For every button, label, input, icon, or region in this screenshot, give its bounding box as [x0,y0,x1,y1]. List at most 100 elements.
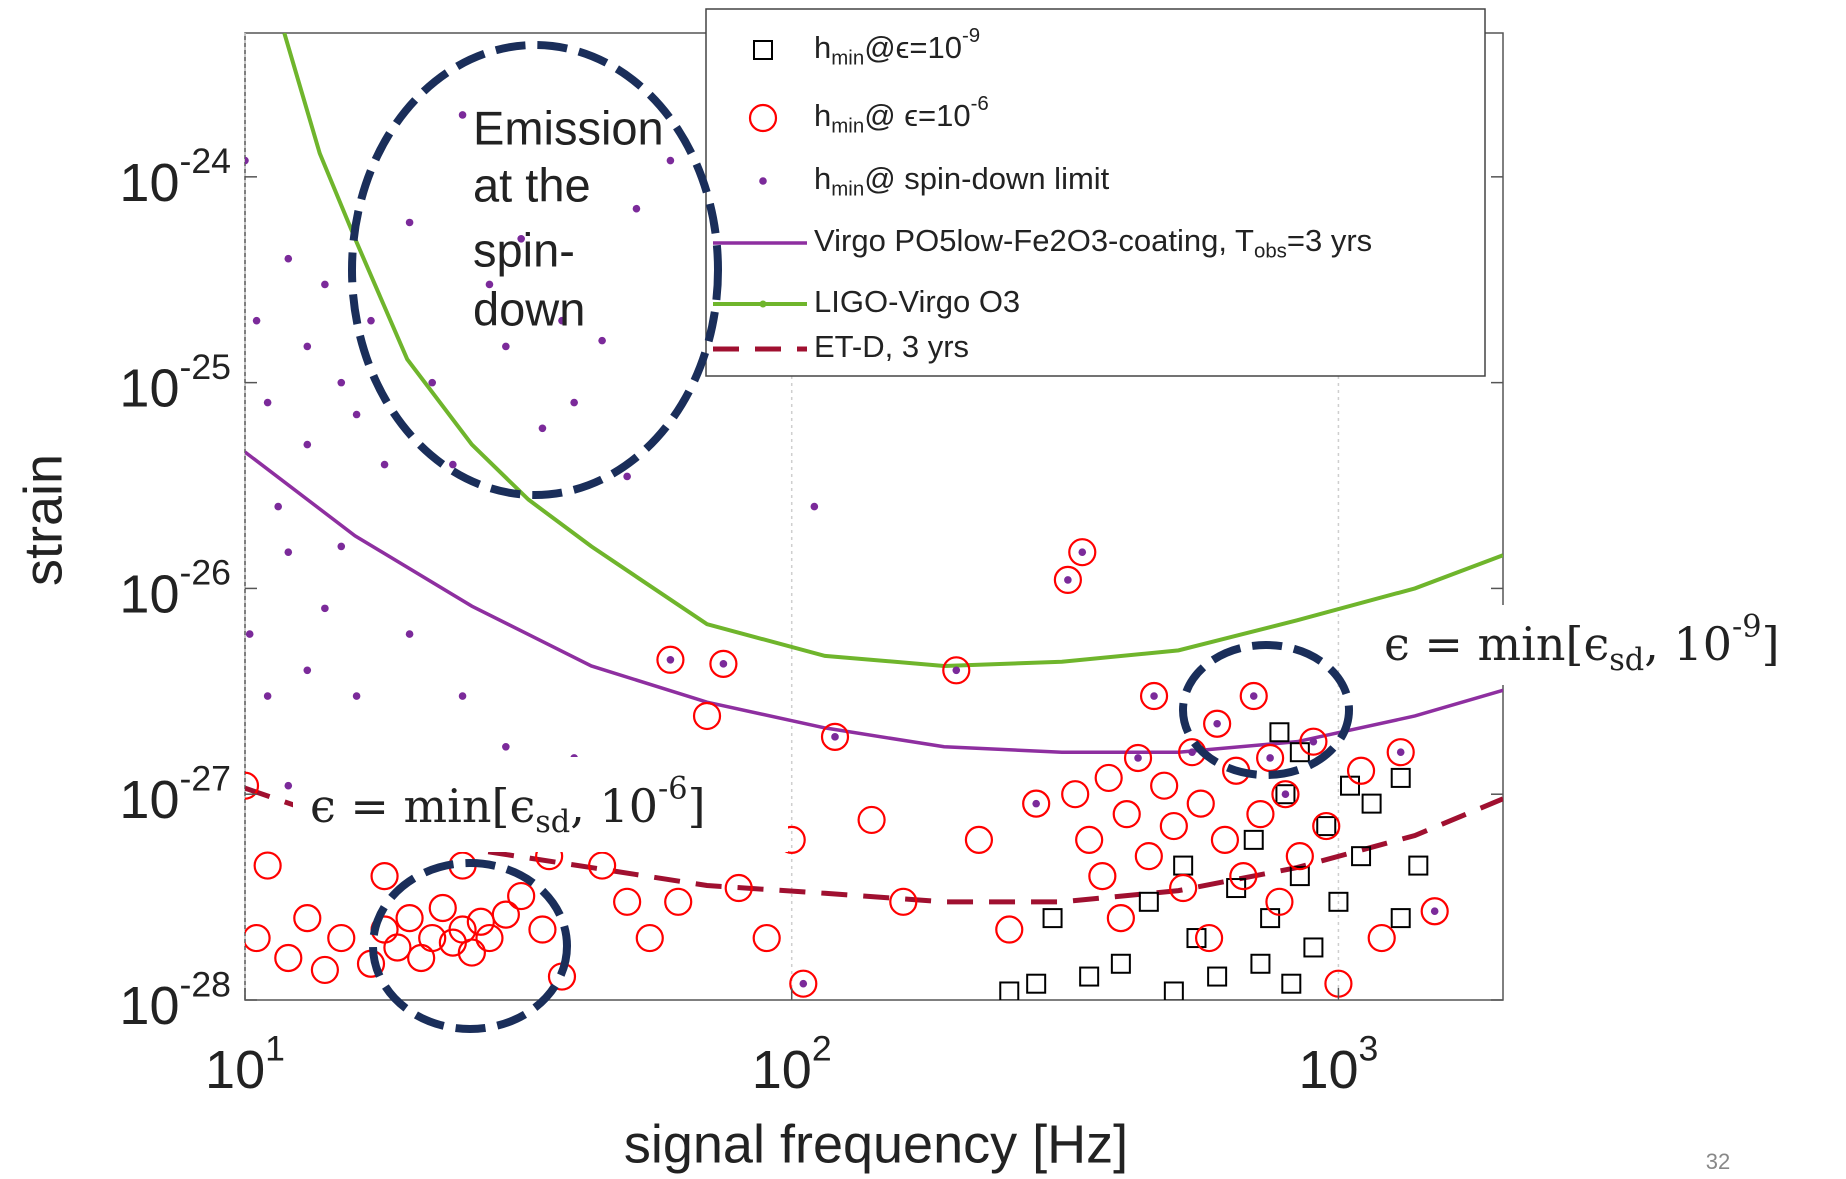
series [245,33,1503,1000]
dot-marker [337,378,346,387]
dot-marker [352,410,361,419]
circle-marker [370,862,399,891]
x-tick-label: 101 [205,1029,285,1101]
dot-marker [485,280,494,289]
annotation-formula: ϵ = min[ϵsd, 10-9] [1384,610,1780,678]
dot-marker [1032,799,1040,808]
circle-marker [613,887,642,916]
square-marker [1316,816,1337,837]
circle-marker [1271,780,1300,809]
dot-marker [538,424,547,433]
square-marker [753,40,773,60]
circle-marker [1061,780,1090,809]
dot-marker [502,342,510,351]
dot-marker [405,218,414,227]
square-marker [1275,784,1296,805]
dot-marker [799,979,808,988]
dot-marker [263,398,272,407]
dot-marker [405,630,414,638]
circle-marker [656,645,685,674]
y-axis-label: strain [13,454,73,586]
x-axis-label: signal frequency [Hz] [624,1114,1128,1174]
dot-marker [1213,719,1221,728]
circle-marker [820,722,850,751]
dot-marker [517,234,525,243]
square-marker [1042,908,1063,929]
circle-marker [995,915,1024,944]
dot-marker [245,630,254,638]
dot-marker [666,156,675,165]
circle-marker [1312,811,1341,841]
square-marker [1390,908,1411,929]
circle-marker [253,851,282,880]
circle-marker [428,893,457,923]
circle-marker [1367,923,1396,953]
highlight-ellipse [1179,641,1353,779]
circle-marker [418,923,447,953]
square-marker [1390,767,1411,788]
dot-marker [831,733,839,741]
circle-marker [964,825,994,854]
dot-marker [380,460,389,469]
circle-marker [1265,887,1294,916]
dot-marker [623,472,631,481]
dot-marker [1188,748,1196,757]
circle-marker [1203,709,1232,738]
square-marker [1408,855,1429,876]
dot-marker [952,666,961,675]
dot-marker [632,204,641,213]
legend-label: ET-D, 3 yrs [814,329,969,364]
dot-marker [558,316,566,325]
circle-marker [752,923,781,953]
circle-marker [789,969,818,998]
axes: signal frequency [Hz] strain 10-28 10-27 1… [13,142,1503,1174]
x-tick-label: 103 [1298,1029,1378,1101]
square-marker [1351,846,1372,867]
square-marker [1163,981,1184,1000]
circle-marker [857,805,886,835]
square-marker [1138,891,1159,912]
dot-marker [284,781,293,790]
square-marker [1303,937,1324,958]
circle-marker [1229,862,1258,891]
circle-marker [383,933,412,962]
dot-marker [1064,576,1072,584]
circle-marker [1088,862,1117,891]
square-marker [1243,829,1264,850]
dot-marker [263,692,272,700]
square-marker [1281,973,1302,994]
circle-marker [1299,727,1328,756]
square-marker [1250,953,1271,974]
legend-box [705,8,1486,377]
circle-marker [310,955,339,985]
dot-marker [352,692,361,700]
dot-marker [759,177,767,185]
annotation-line: Emission [473,101,664,154]
circle-marker [1053,565,1082,595]
dot-marker [598,336,606,345]
legend-label: Virgo PO5low-Fe2O3-coating, Tobs=3 yrs [814,223,1372,263]
dot-marker [1430,907,1439,916]
page-number: 32 [1706,1149,1730,1174]
circle-marker [457,938,486,967]
circle-marker [1022,789,1051,818]
square-marker [1328,891,1349,912]
circle-marker [1239,681,1268,711]
series-line [282,33,1503,668]
dot-marker [1150,692,1158,700]
circle-marker [1186,789,1215,818]
circle-marker [1194,923,1224,953]
annotation-line: down [473,282,585,335]
circle-marker [1386,738,1415,767]
circle-marker [507,881,536,911]
square-marker [1110,953,1131,974]
circle-marker [274,943,303,973]
y-tick-label: 10-27 [119,759,231,831]
circle-marker [1150,771,1179,800]
dot-marker [321,280,329,289]
circle-marker [1285,842,1314,871]
circle-marker [327,923,356,953]
highlight-ellipse [369,859,571,1033]
circle-marker [245,923,271,953]
dot-marker [1078,548,1087,556]
